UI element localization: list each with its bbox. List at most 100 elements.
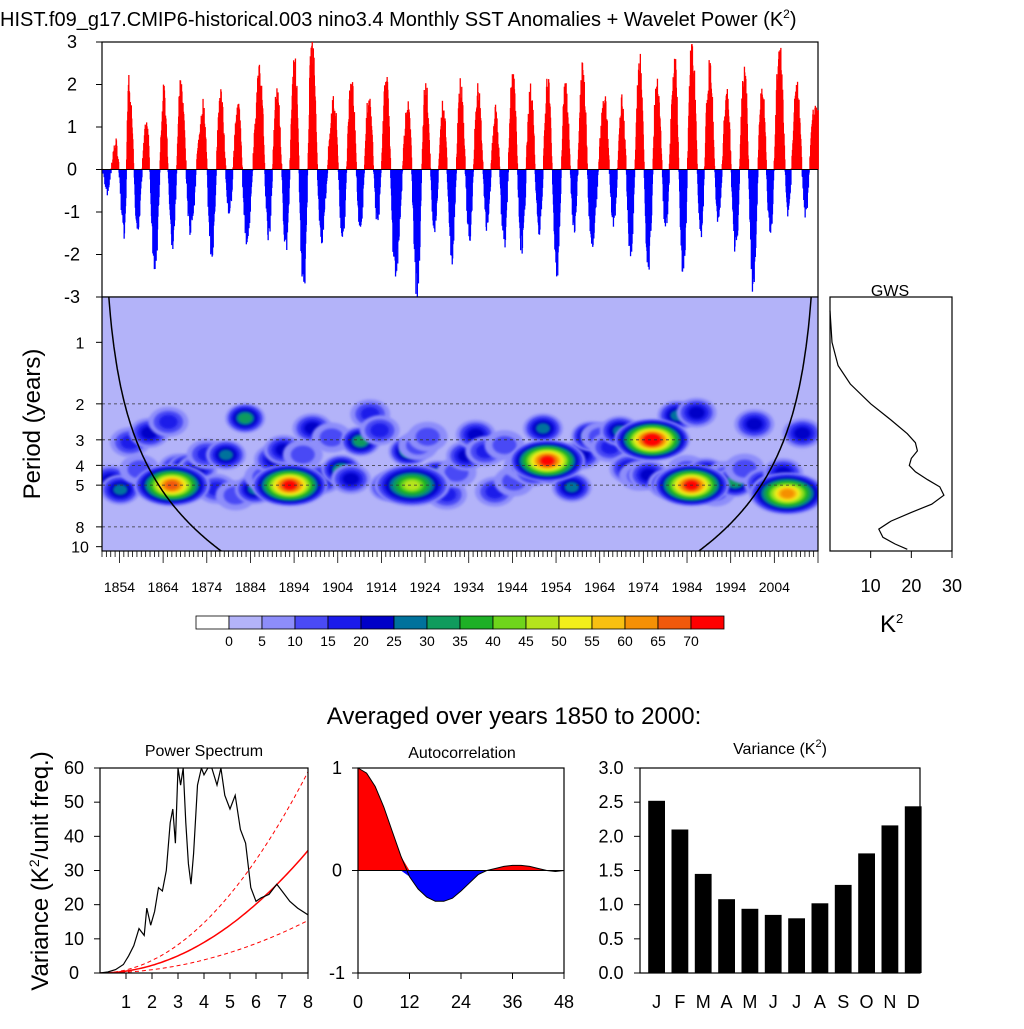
variance-bar <box>648 801 665 973</box>
anomaly-ytick-label: -1 <box>64 202 80 222</box>
ac-ytick-label: -1 <box>329 963 345 983</box>
colorbar-swatch <box>592 616 625 629</box>
mv-ytick-label: 2.5 <box>598 792 623 812</box>
anomaly-bar <box>264 163 265 170</box>
mv-ytick-label: 3.0 <box>598 758 623 778</box>
variance-bar <box>905 806 922 973</box>
colorbar-tick-label: 65 <box>650 633 666 649</box>
wavelet-contour <box>239 413 252 423</box>
anomaly-bar <box>577 170 578 175</box>
anomaly-bar <box>542 170 543 180</box>
ps-ytick-label: 10 <box>64 929 84 949</box>
ps-xtick-label: 5 <box>225 992 235 1012</box>
anomaly-bar <box>714 166 715 170</box>
wavelet-background <box>102 297 818 551</box>
colorbar-tick-label: 10 <box>287 633 303 649</box>
colorbar-swatch <box>427 616 460 629</box>
anomaly-ytick-label: 3 <box>67 32 77 52</box>
anomaly-bar <box>625 155 626 169</box>
wavelet-ytick-label: 1 <box>76 335 85 352</box>
anomaly-bar <box>216 170 217 176</box>
mv-ytick-label: 0.0 <box>598 963 623 983</box>
anomaly-bar <box>686 170 687 189</box>
wavelet-contour <box>404 480 420 490</box>
anomaly-bar <box>289 170 290 180</box>
mv-xtick-label: S <box>837 992 849 1012</box>
wavelet-contour <box>565 482 579 493</box>
wavelet-contour <box>536 423 550 434</box>
wavelet-contour <box>493 436 517 454</box>
anomaly-bar <box>317 164 318 169</box>
wavelet-contour <box>159 415 178 429</box>
wavelet-contour <box>320 429 344 447</box>
variance-bar <box>812 903 829 973</box>
anomaly-bar <box>490 170 491 178</box>
variance-bar <box>718 899 735 973</box>
power-spectrum-title: Power Spectrum <box>145 743 263 760</box>
anomaly-bar <box>669 170 670 184</box>
colorbar-swatch <box>229 616 262 629</box>
ac-ytick-label: 1 <box>332 758 342 778</box>
ps-ytick-label: 50 <box>64 792 84 812</box>
colorbar-tick-label: 55 <box>584 633 600 649</box>
colorbar-tick-label: 40 <box>485 633 501 649</box>
gws-xtick-label: 30 <box>942 576 962 596</box>
ps-xtick-label: 4 <box>199 992 209 1012</box>
mv-xtick-label: O <box>860 992 874 1012</box>
ps-xtick-label: 8 <box>303 992 313 1012</box>
colorbar-tick-label: 50 <box>551 633 567 649</box>
anomaly-bar <box>517 163 518 169</box>
colorbar-swatch <box>493 616 526 629</box>
colorbar-tick-label: 5 <box>258 633 266 649</box>
anomaly-bar <box>232 170 233 180</box>
anomaly-bar <box>446 157 447 169</box>
colorbar-tick-label: 20 <box>353 633 369 649</box>
anomaly-bar <box>185 160 186 169</box>
ps-ytick-label: 20 <box>64 895 84 915</box>
anomaly-bar <box>411 158 412 170</box>
gws-line <box>830 311 944 550</box>
anomaly-bar <box>464 156 465 169</box>
colorbar-swatch <box>394 616 427 629</box>
ac-xtick-label: 36 <box>502 992 522 1012</box>
variance-bars <box>648 801 921 973</box>
wavelet-xtick-label: 1884 <box>235 579 266 595</box>
mv-xtick-label: J <box>792 992 801 1012</box>
anomaly-bar <box>307 170 308 176</box>
wavelet-ytick-label: 4 <box>76 458 85 475</box>
colorbar-tick-label: 0 <box>225 633 233 649</box>
wavelet-contour <box>416 428 440 446</box>
colorbar-swatch <box>328 616 361 629</box>
anomaly-bar <box>608 160 609 170</box>
wavelet-contour <box>113 484 127 495</box>
ac-xtick-label: 24 <box>451 992 471 1012</box>
anomaly-bar <box>643 162 644 170</box>
ps-ylabel: Variance (K2/unit freq.) <box>26 751 54 990</box>
wavelet-xtick-label: 1984 <box>671 579 702 595</box>
colorbar-swatch <box>295 616 328 629</box>
anomaly-ytick-label: -2 <box>64 245 80 265</box>
mv-ytick-label: 2.0 <box>598 826 623 846</box>
anomaly-ytick-label: 1 <box>67 117 77 137</box>
ac-positive-fill <box>358 768 564 871</box>
anomaly-bar <box>110 170 111 174</box>
wavelet-xtick-label: 2004 <box>759 579 790 595</box>
gws-xtick-label: 10 <box>861 576 881 596</box>
wavelet-xtick-label: 1904 <box>322 579 353 595</box>
wavelet-ytick-label: 5 <box>76 478 85 495</box>
wavelet-ytick-label: 8 <box>76 520 85 537</box>
colorbar-swatch <box>196 616 229 629</box>
anomaly-bar <box>587 164 588 170</box>
anomaly-bar <box>757 170 758 178</box>
anomaly-bar <box>298 156 299 170</box>
